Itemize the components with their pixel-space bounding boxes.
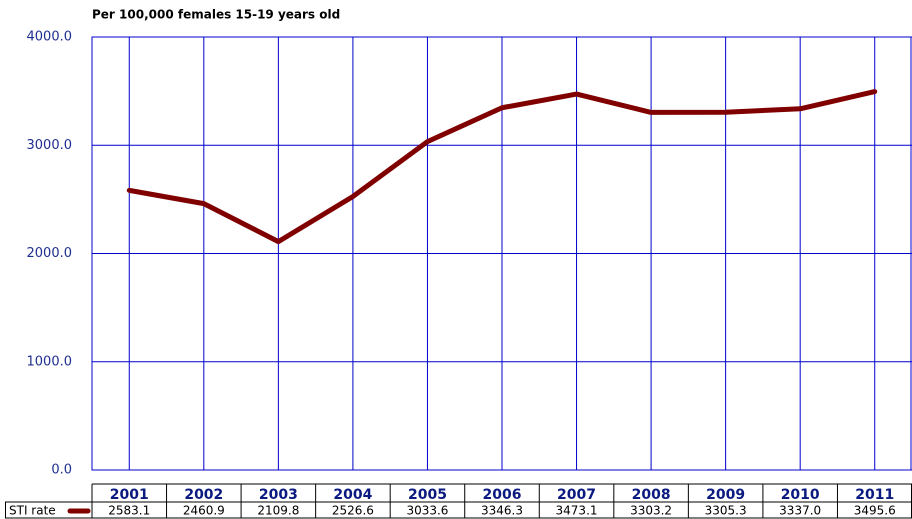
y-tick-label: 3000.0 (27, 138, 73, 153)
x-tick-label: 2004 (333, 487, 372, 503)
chart-title: Per 100,000 females 15-19 years old (92, 8, 340, 22)
x-tick-label: 2011 (855, 487, 894, 503)
y-tick-label: 2000.0 (27, 246, 73, 261)
data-label: 3305.3 (705, 504, 747, 518)
x-tick-label: 2003 (259, 487, 298, 503)
data-label: 3033.6 (406, 504, 448, 518)
data-label: 2583.1 (108, 504, 150, 518)
y-tick-label: 1000.0 (27, 354, 73, 369)
data-label: 3473.1 (556, 504, 598, 518)
x-tick-label: 2006 (483, 487, 522, 503)
x-tick-label: 2010 (781, 487, 820, 503)
x-tick-label: 2007 (557, 487, 596, 503)
data-label: 3303.2 (630, 504, 672, 518)
x-tick-label: 2008 (632, 487, 671, 503)
x-tick-label: 2002 (184, 487, 223, 503)
legend-label: STI rate (9, 504, 56, 518)
x-tick-label: 2005 (408, 487, 447, 503)
data-label: 2109.8 (257, 504, 299, 518)
data-label: 3346.3 (481, 504, 523, 518)
series-line (126, 89, 878, 245)
y-tick-label: 4000.0 (27, 30, 73, 45)
y-tick-label: 0.0 (51, 463, 72, 478)
data-label: 3495.6 (854, 504, 896, 518)
data-label: 2460.9 (183, 504, 225, 518)
data-label: 2526.6 (332, 504, 374, 518)
data-label: 3337.0 (779, 504, 821, 518)
x-tick-label: 2009 (706, 487, 745, 503)
x-tick-label: 2001 (110, 487, 149, 503)
